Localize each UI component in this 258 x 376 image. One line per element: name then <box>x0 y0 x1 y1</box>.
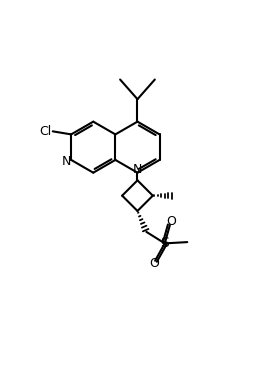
Text: N: N <box>62 155 71 168</box>
Text: Cl: Cl <box>39 125 52 138</box>
Text: N: N <box>133 163 142 176</box>
Text: O: O <box>166 215 176 229</box>
Text: O: O <box>149 257 159 270</box>
Text: S: S <box>160 237 169 250</box>
